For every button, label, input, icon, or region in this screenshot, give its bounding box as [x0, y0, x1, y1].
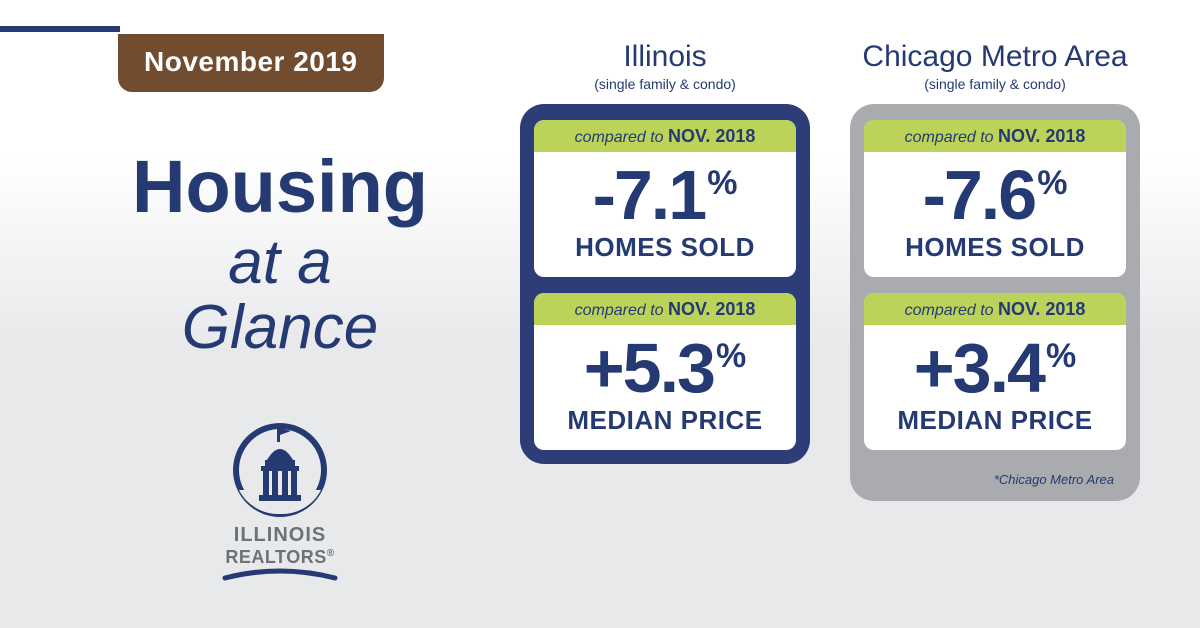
column-header: Chicago Metro Area (single family & cond…: [850, 20, 1140, 92]
top-rule: [0, 26, 120, 32]
data-columns: Illinois (single family & condo) compare…: [520, 20, 1140, 501]
capitol-icon: [225, 420, 335, 520]
logo-text-2: REALTORS®: [200, 547, 360, 568]
region-subtitle: (single family & condo): [520, 76, 810, 92]
stat-value: -7.6: [923, 160, 1036, 230]
title-line-1: Housing: [90, 150, 470, 224]
column-chicago: Chicago Metro Area (single family & cond…: [850, 20, 1140, 501]
compare-label: compared to NOV. 2018: [864, 293, 1126, 325]
date-badge: November 2019: [118, 34, 384, 92]
logo-text-1: ILLINOIS: [200, 524, 360, 547]
compare-label: compared to NOV. 2018: [534, 120, 796, 152]
stat-metric: HOMES SOLD: [864, 232, 1126, 263]
footnote: *Chicago Metro Area: [864, 466, 1126, 487]
percent-icon: %: [1037, 166, 1067, 200]
region-name: Chicago Metro Area: [850, 40, 1140, 74]
stat-metric: MEDIAN PRICE: [534, 405, 796, 436]
stat-body: -7.1% HOMES SOLD: [534, 152, 796, 277]
title-block: Housing at a Glance: [90, 150, 470, 360]
stat-metric: HOMES SOLD: [534, 232, 796, 263]
stat-value: +5.3: [584, 333, 714, 403]
stat-value: -7.1: [593, 160, 706, 230]
title-line-2: at a: [90, 230, 470, 295]
stat-body: +3.4% MEDIAN PRICE: [864, 325, 1126, 450]
percent-icon: %: [1046, 339, 1076, 373]
percent-icon: %: [716, 339, 746, 373]
stats-panel: compared to NOV. 2018 -7.1% HOMES SOLD c…: [520, 104, 810, 464]
stat-card: compared to NOV. 2018 -7.6% HOMES SOLD: [864, 120, 1126, 277]
title-line-3: Glance: [90, 295, 470, 360]
region-name: Illinois: [520, 40, 810, 74]
region-subtitle: (single family & condo): [850, 76, 1140, 92]
stat-card: compared to NOV. 2018 -7.1% HOMES SOLD: [534, 120, 796, 277]
stat-card: compared to NOV. 2018 +3.4% MEDIAN PRICE: [864, 293, 1126, 450]
column-illinois: Illinois (single family & condo) compare…: [520, 20, 810, 501]
percent-icon: %: [707, 166, 737, 200]
stat-card: compared to NOV. 2018 +5.3% MEDIAN PRICE: [534, 293, 796, 450]
stat-metric: MEDIAN PRICE: [864, 405, 1126, 436]
stat-body: -7.6% HOMES SOLD: [864, 152, 1126, 277]
logo-wave-icon: [220, 568, 340, 584]
logo: ILLINOIS REALTORS®: [200, 420, 360, 584]
compare-label: compared to NOV. 2018: [864, 120, 1126, 152]
column-header: Illinois (single family & condo): [520, 20, 810, 92]
stats-panel: compared to NOV. 2018 -7.6% HOMES SOLD c…: [850, 104, 1140, 501]
stat-value: +3.4: [914, 333, 1044, 403]
compare-label: compared to NOV. 2018: [534, 293, 796, 325]
stat-body: +5.3% MEDIAN PRICE: [534, 325, 796, 450]
